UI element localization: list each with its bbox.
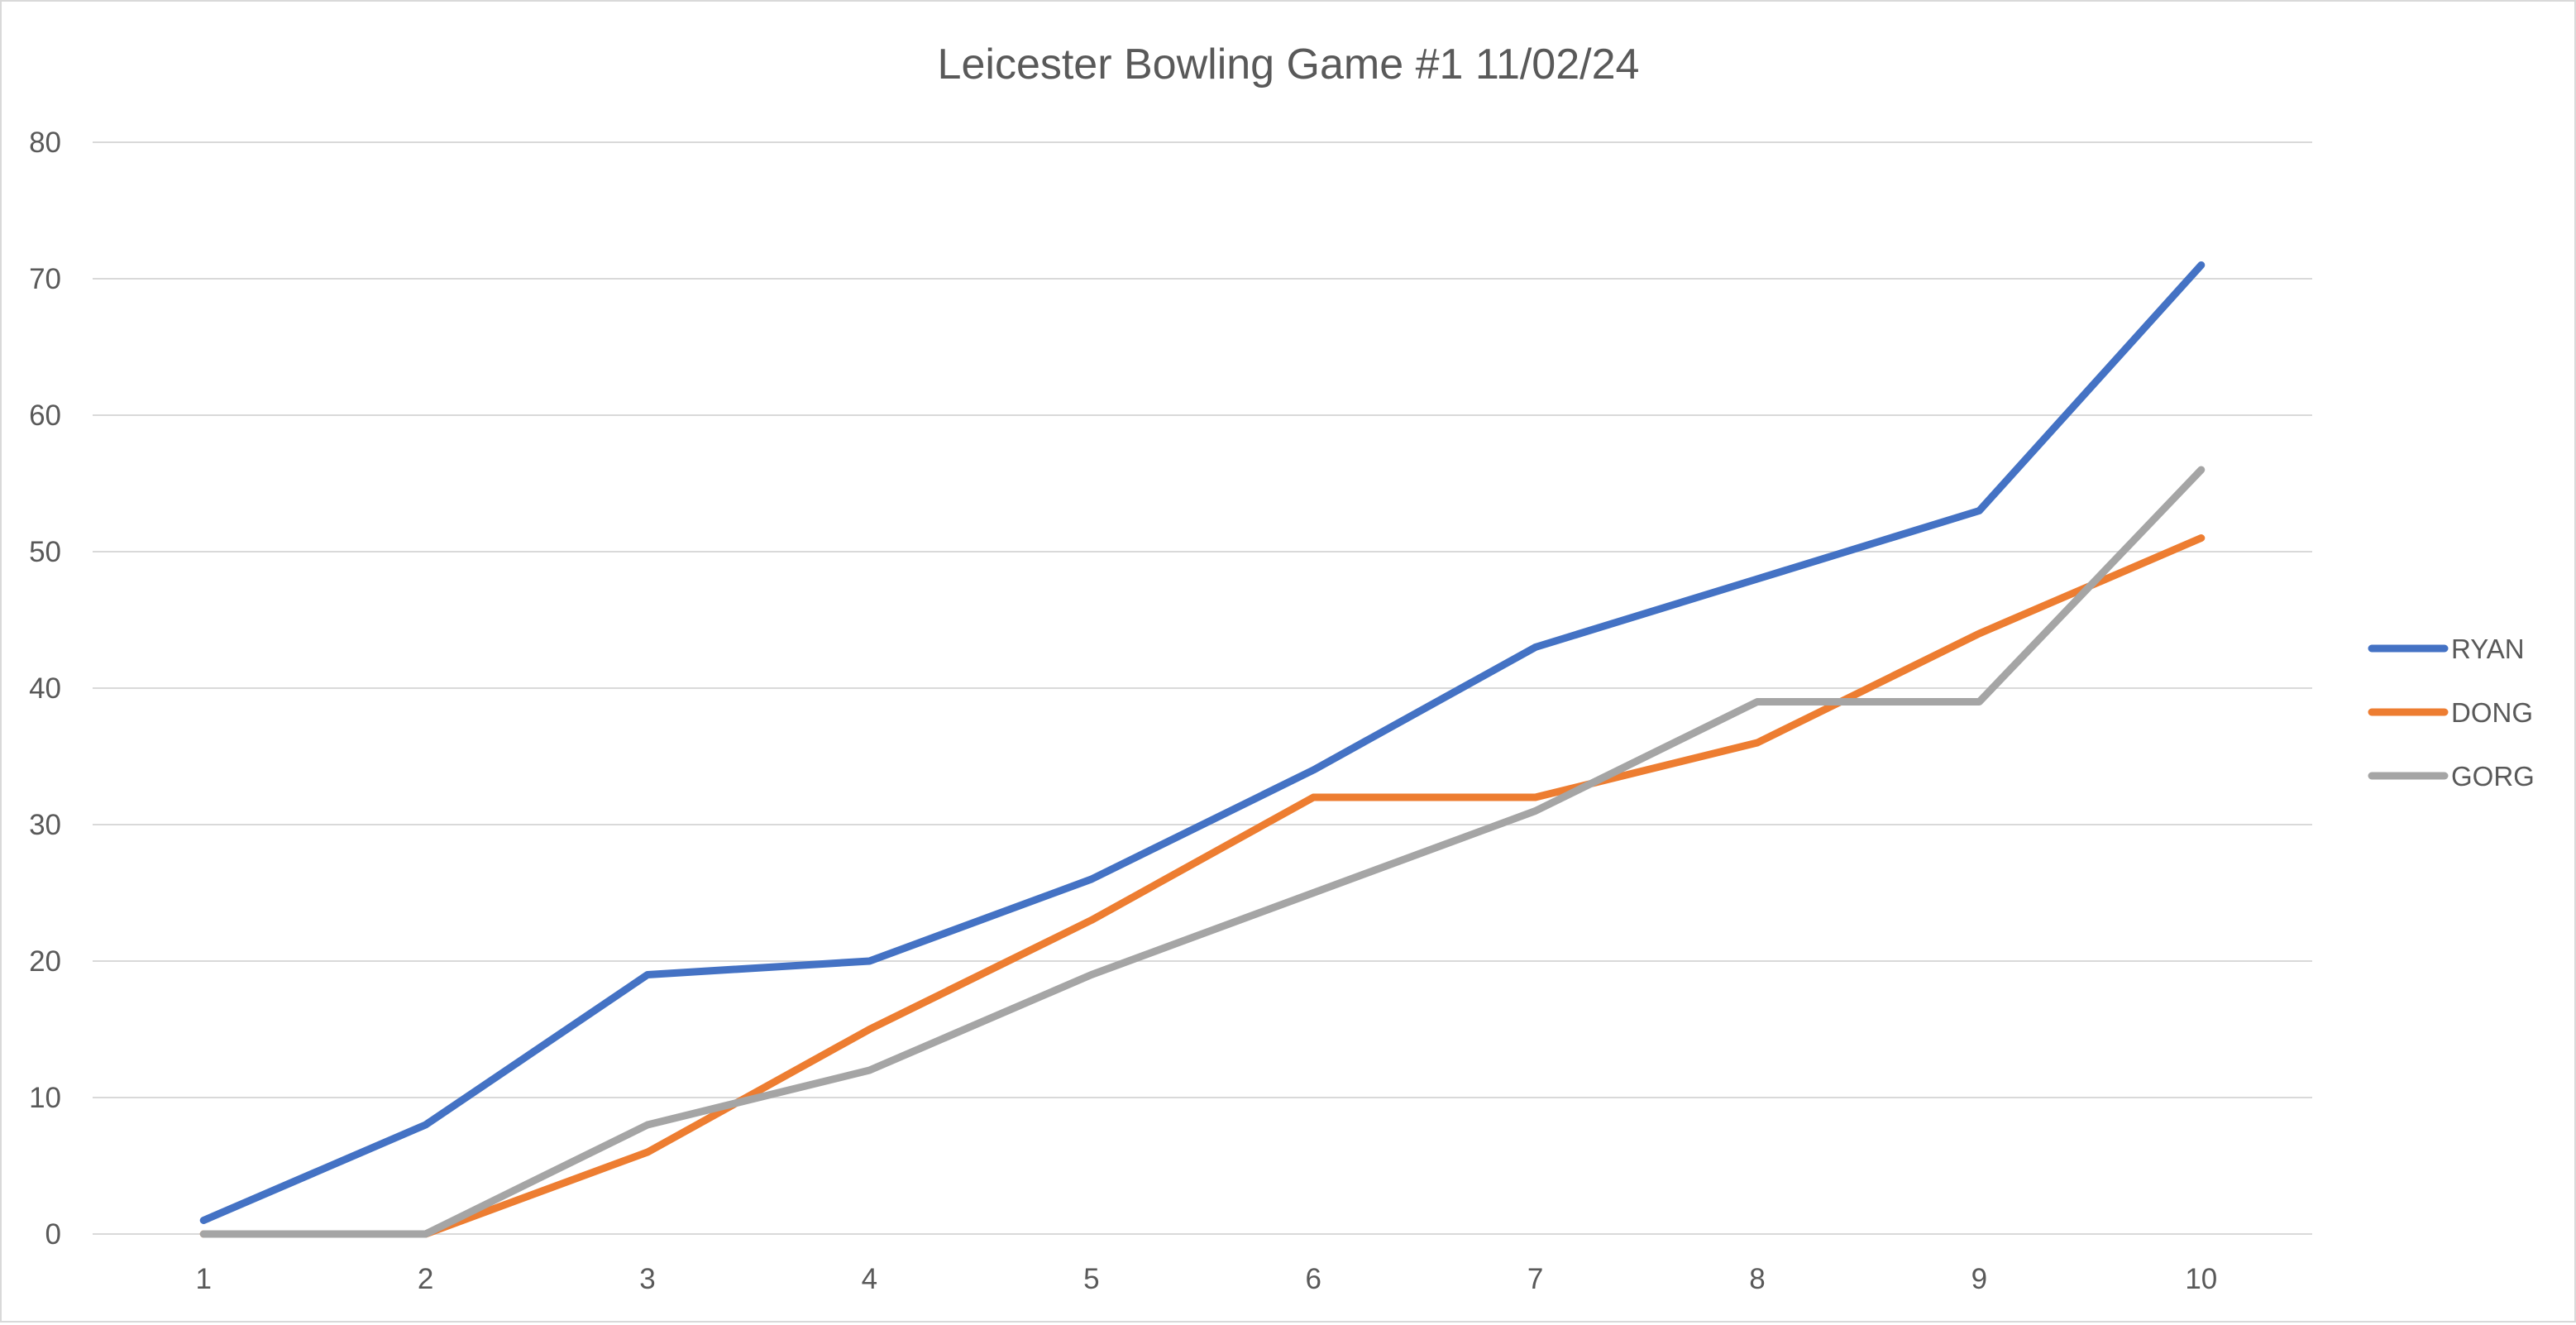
y-tick-label: 30 — [29, 809, 61, 841]
x-tick-label: 5 — [1083, 1263, 1099, 1295]
y-tick-label: 20 — [29, 945, 61, 978]
series-line-dong — [199, 534, 2206, 1238]
x-tick-label: 8 — [1749, 1263, 1765, 1295]
y-tick-label: 10 — [29, 1082, 61, 1114]
series-line-ryan — [199, 261, 2206, 1224]
y-tick-label: 80 — [29, 127, 61, 159]
x-axis-ticks: 1 2 3 4 5 6 7 8 9 10 — [195, 1263, 2217, 1295]
y-axis-ticks: 0 10 20 30 40 50 60 70 80 — [29, 127, 61, 1251]
x-tick-label: 6 — [1305, 1263, 1321, 1295]
x-tick-label: 2 — [418, 1263, 433, 1295]
x-tick-label: 4 — [862, 1263, 877, 1295]
legend-label-ryan: RYAN — [2451, 634, 2525, 664]
y-tick-label: 50 — [29, 536, 61, 568]
legend: RYAN DONG GORG — [2368, 634, 2535, 792]
x-tick-label: 3 — [639, 1263, 655, 1295]
series-lines — [199, 261, 2206, 1238]
y-tick-label: 0 — [45, 1218, 61, 1251]
legend-label-gorg: GORG — [2451, 761, 2535, 792]
x-tick-label: 7 — [1527, 1263, 1543, 1295]
legend-label-dong: DONG — [2451, 697, 2533, 728]
chart-title: Leicester Bowling Game #1 11/02/24 — [938, 41, 1640, 88]
gridlines — [93, 141, 2312, 1235]
y-tick-label: 40 — [29, 672, 61, 705]
y-tick-label: 60 — [29, 399, 61, 432]
x-tick-label: 1 — [195, 1263, 211, 1295]
x-tick-label: 10 — [2185, 1263, 2217, 1295]
y-tick-label: 70 — [29, 263, 61, 295]
series-line-gorg — [199, 466, 2206, 1238]
x-tick-label: 9 — [1971, 1263, 1987, 1295]
